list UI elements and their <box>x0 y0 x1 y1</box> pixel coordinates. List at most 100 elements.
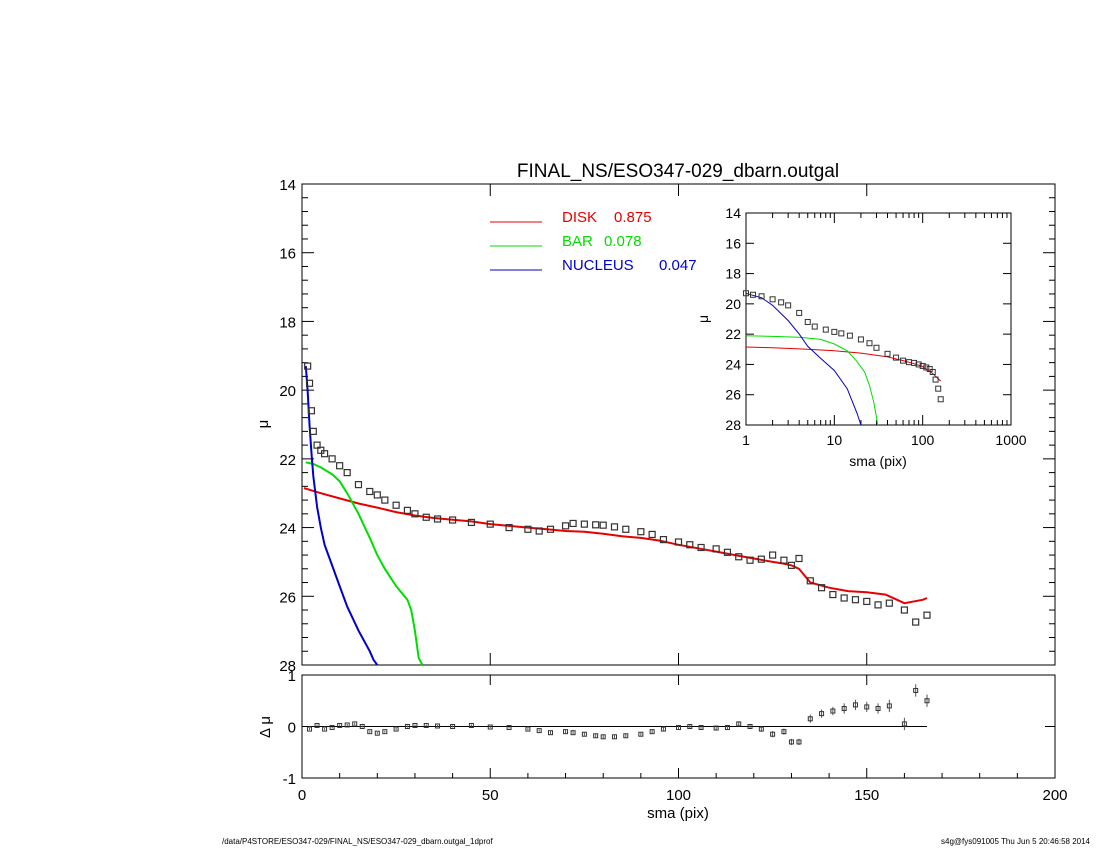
residual-data-point <box>547 730 553 736</box>
observed-data-point <box>769 551 777 559</box>
residual-data-point <box>322 726 328 732</box>
residual-data-point <box>536 728 542 734</box>
footer-timestamp: s4g@fys091005 Thu Jun 5 20:46:58 2014 <box>941 837 1090 846</box>
main-series-group <box>303 362 931 666</box>
inset-axes: 14 16 18 20 22 24 26 281 10 100 1000 <box>725 205 1026 448</box>
observed-data-point <box>829 590 837 599</box>
residual-data-point <box>329 725 335 731</box>
main-y-axis-label: μ <box>255 420 272 429</box>
observed-data-point <box>863 597 871 606</box>
legend-label-bar: BAR <box>562 233 593 250</box>
residual-data-point <box>487 724 493 730</box>
inset-observed-data-point <box>866 340 873 347</box>
observed-data-point <box>648 530 656 539</box>
observed-data-point <box>592 521 600 529</box>
observed-data-point <box>449 516 457 524</box>
residual-data-point <box>412 722 418 728</box>
observed-data-point <box>343 469 351 477</box>
residual-data-point <box>506 725 512 731</box>
inset-y-tick-label: 16 <box>725 235 741 251</box>
residual-data-point <box>563 729 569 735</box>
main-y-tick-label: 16 <box>279 246 296 263</box>
main-y-tick-label: 28 <box>279 658 296 675</box>
observed-data-point <box>780 556 788 564</box>
residual-data-point <box>570 730 576 736</box>
residual-data-point <box>435 723 441 729</box>
disk-profile-line <box>303 487 928 605</box>
observed-data-point <box>486 520 494 528</box>
residual-data-point <box>611 734 617 740</box>
residual-data-point <box>875 705 881 711</box>
observed-data-point <box>659 535 668 544</box>
inset-observed-data-point <box>932 376 939 383</box>
residual-data-point <box>374 730 380 736</box>
residual-y-tick-label: 0 <box>288 720 296 737</box>
residual-data-point <box>713 725 719 731</box>
residual-data-point <box>337 722 343 728</box>
inset-y-axis-label: μ <box>695 315 711 323</box>
residual-data-point <box>747 724 753 729</box>
bar-profile-line <box>305 461 424 666</box>
residual-data-point <box>924 698 930 704</box>
observed-data-point <box>885 599 893 607</box>
residual-data-point <box>819 711 825 717</box>
residual-data-point <box>841 705 847 711</box>
inset-y-tick-label: 24 <box>725 356 741 372</box>
residual-data-point <box>852 702 858 708</box>
inset-observed-data-point <box>923 364 930 371</box>
inset-observed-data-point <box>857 336 864 343</box>
observed-data-point <box>309 427 317 435</box>
residual-data-point <box>698 725 704 731</box>
residual-data-point <box>807 716 813 722</box>
residual-data-point <box>593 733 599 739</box>
inset-y-tick-label: 14 <box>725 205 741 221</box>
x-tick-label: 50 <box>482 787 499 804</box>
inset-observed-data-point <box>743 290 749 297</box>
inset-observed-data-point <box>929 369 936 375</box>
observed-data-point <box>433 515 442 523</box>
observed-data-point <box>313 441 321 449</box>
residual-data-point <box>314 722 320 728</box>
inset-x-tick-label: 1 <box>742 432 750 448</box>
inset-observed-data-point <box>796 309 803 316</box>
observed-data-point <box>923 611 931 619</box>
inset-y-tick-label: 28 <box>725 417 741 433</box>
inset-observed-data-point <box>900 357 907 364</box>
residual-data-point <box>359 724 365 729</box>
residual-data-point <box>830 708 836 714</box>
observed-data-point <box>569 519 577 528</box>
observed-data-point <box>723 548 732 556</box>
residual-data-point <box>781 729 787 735</box>
observed-data-point <box>403 506 412 514</box>
inset-y-tick-label: 18 <box>725 266 741 282</box>
observed-data-point <box>467 518 476 527</box>
observed-data-point <box>561 522 570 530</box>
inset-observed-data-point <box>804 319 811 326</box>
residual-data-point <box>600 734 606 740</box>
observed-data-point <box>622 525 630 533</box>
footer-file-path: /data/P4STORE/ESO347-029/FINAL_NS/ESO347… <box>222 837 493 846</box>
main-y-tick-label: 22 <box>279 452 296 469</box>
observed-data-point <box>505 523 513 532</box>
inset-observed-data-point <box>838 330 845 337</box>
inset-observed-data-point <box>919 362 926 369</box>
observed-data-point <box>712 545 720 553</box>
observed-data-point <box>320 450 329 458</box>
observed-data-point <box>366 487 374 496</box>
observed-data-point <box>524 525 532 533</box>
main-panel: 14 16 18 20 22 24 26 28 μ DISK 0.875 BAR 0.078 … <box>255 177 1056 675</box>
observed-data-point <box>411 510 419 518</box>
inset-observed-data-point <box>935 385 942 392</box>
inset-x-tick-label: 100 <box>911 432 935 448</box>
inset-observed-data-point <box>778 299 785 306</box>
observed-data-point <box>354 481 363 489</box>
observed-data-point <box>806 577 814 585</box>
inset-observed-data-point <box>893 354 900 361</box>
x-tick-label: 150 <box>854 787 879 804</box>
residual-data-point <box>770 731 776 737</box>
residual-data-point <box>468 722 474 728</box>
inset-x-tick-label: 1000 <box>995 432 1026 448</box>
inset-series-group <box>743 290 944 426</box>
